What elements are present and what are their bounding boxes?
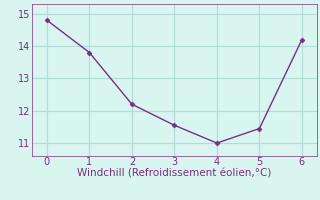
X-axis label: Windchill (Refroidissement éolien,°C): Windchill (Refroidissement éolien,°C)	[77, 169, 272, 179]
